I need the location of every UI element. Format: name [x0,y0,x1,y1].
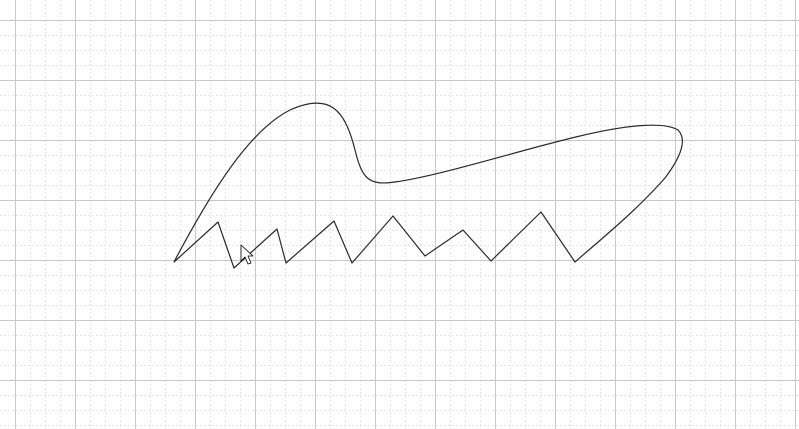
freehand-sketch-path[interactable] [173,102,683,269]
arrow-cursor-icon [240,244,254,265]
